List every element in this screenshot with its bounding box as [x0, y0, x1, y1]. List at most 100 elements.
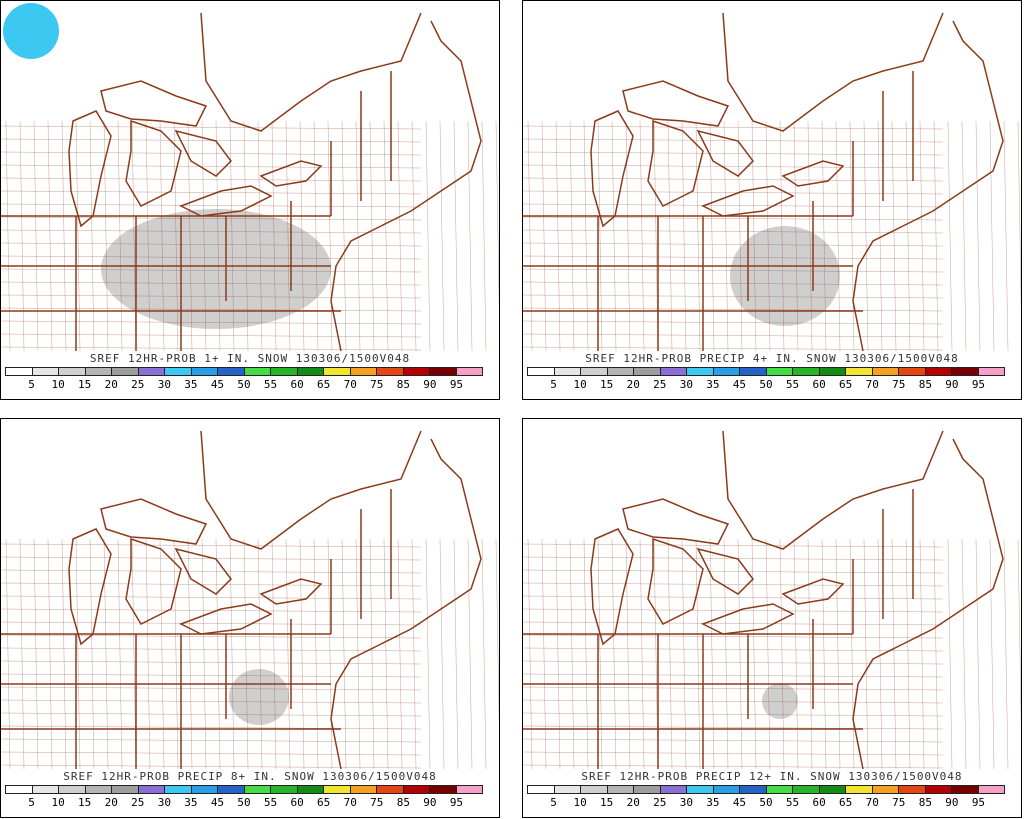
legend-swatch [872, 368, 899, 375]
legend-label: 90 [423, 378, 437, 391]
county-line [523, 190, 944, 195]
map-boundary [647, 537, 704, 625]
legend-swatch [138, 368, 165, 375]
county-line [583, 120, 589, 351]
county-line [611, 120, 617, 351]
county-line [681, 538, 687, 769]
legend-label: 75 [370, 378, 384, 391]
county-line [61, 538, 67, 769]
map-boundary [179, 603, 273, 635]
county-line [667, 538, 673, 769]
county-line [439, 538, 445, 769]
legend-label: 20 [626, 796, 640, 809]
county-line [695, 538, 701, 769]
county-line [975, 120, 981, 351]
legend-label: 95 [971, 378, 986, 391]
county-line [653, 120, 659, 351]
county-line [891, 120, 897, 351]
county-line [905, 538, 911, 769]
legend-swatch [793, 786, 820, 793]
legend-swatch [191, 786, 218, 793]
county-line [891, 538, 897, 769]
county-line [1, 346, 422, 351]
county-line [299, 120, 305, 351]
county-line [821, 120, 827, 351]
legend-swatch [660, 368, 687, 375]
legend-swatch [377, 368, 404, 375]
county-line [1003, 538, 1009, 769]
county-line [523, 138, 944, 143]
legend-swatch [952, 368, 979, 375]
county-line [639, 538, 645, 769]
legend-swatch [634, 368, 661, 375]
county-line [1, 660, 422, 665]
legend-labels: 5 10 15 20 25 30 35 45 50 55 60 65 70 75 85 90 95 [5, 796, 483, 810]
county-line [257, 538, 263, 769]
county-line [341, 120, 347, 351]
legend-swatch [978, 368, 1004, 375]
county-line [919, 538, 925, 769]
legend-label: 35 [706, 796, 720, 809]
county-line [1, 686, 422, 691]
legend-swatch [978, 786, 1004, 793]
legend-swatch [138, 786, 165, 793]
county-line [523, 177, 944, 182]
county-line [61, 120, 67, 351]
county-line [1, 164, 422, 169]
county-line [527, 120, 533, 351]
legend-label: 65 [839, 796, 853, 809]
county-line [271, 538, 277, 769]
legend-label: 25 [653, 378, 667, 391]
snow-probability-area [229, 669, 289, 725]
legend-label: 45 [210, 378, 225, 391]
map-boundary [100, 498, 208, 545]
county-line [541, 538, 547, 769]
county-line [495, 120, 499, 306]
legend-swatch [554, 368, 581, 375]
county-line [173, 538, 179, 769]
county-line [523, 346, 944, 351]
county-line [243, 538, 249, 769]
county-line [523, 686, 944, 691]
panel-caption: SREF 12HR-PROB PRECIP 4+ IN. SNOW 130306… [585, 352, 959, 365]
county-line [523, 203, 944, 208]
panel-caption: SREF 12HR-PROB PRECIP 12+ IN. SNOW 13030… [581, 770, 963, 783]
county-line [103, 538, 109, 769]
county-line [131, 538, 137, 769]
county-line [117, 538, 123, 769]
county-line [625, 120, 631, 351]
county-line [327, 120, 333, 351]
county-line [1, 673, 422, 678]
county-line [523, 608, 944, 613]
map-boundary [852, 225, 904, 351]
legend-swatch [634, 786, 661, 793]
legend-label: 30 [157, 796, 171, 809]
county-line [1017, 120, 1021, 306]
legend-label: 60 [812, 378, 826, 391]
county-line [523, 595, 944, 600]
county-line [1, 738, 422, 743]
county-line [159, 120, 165, 351]
county-line [145, 120, 151, 351]
map-boundary [852, 643, 904, 769]
county-line [779, 538, 785, 769]
color-legend [5, 785, 483, 794]
county-line [439, 120, 445, 351]
map-boundary [259, 160, 323, 187]
legend-label: 50 [759, 796, 773, 809]
county-line [933, 538, 939, 769]
legend-swatch [687, 368, 714, 375]
map-panel-3: SREF 12HR-PROB PRECIP 8+ IN. SNOW 130306… [0, 418, 500, 818]
county-line [541, 120, 547, 351]
legend-label: 5 [550, 796, 557, 809]
map-boundary [259, 578, 323, 605]
county-line [737, 538, 743, 769]
county-line [411, 538, 417, 769]
county-line [821, 538, 827, 769]
county-line [523, 725, 944, 730]
county-line [299, 538, 305, 769]
legend-label: 10 [51, 378, 65, 391]
map-boundary [622, 498, 730, 545]
county-line [863, 120, 869, 351]
county-line [327, 538, 333, 769]
